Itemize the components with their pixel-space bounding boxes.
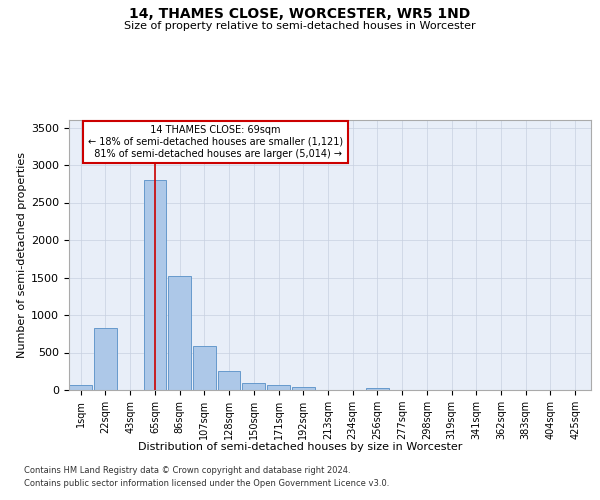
Bar: [242, 382, 265, 390]
Text: Size of property relative to semi-detached houses in Worcester: Size of property relative to semi-detach…: [124, 21, 476, 31]
Text: 14, THAMES CLOSE, WORCESTER, WR5 1ND: 14, THAMES CLOSE, WORCESTER, WR5 1ND: [130, 8, 470, 22]
Bar: [168, 276, 191, 390]
Text: 14 THAMES CLOSE: 69sqm  
← 18% of semi-detached houses are smaller (1,121)
  81%: 14 THAMES CLOSE: 69sqm ← 18% of semi-det…: [88, 126, 343, 158]
Bar: [143, 180, 166, 390]
Text: Distribution of semi-detached houses by size in Worcester: Distribution of semi-detached houses by …: [138, 442, 462, 452]
Text: Contains HM Land Registry data © Crown copyright and database right 2024.: Contains HM Land Registry data © Crown c…: [24, 466, 350, 475]
Bar: [70, 385, 92, 390]
Text: Contains public sector information licensed under the Open Government Licence v3: Contains public sector information licen…: [24, 479, 389, 488]
Bar: [366, 388, 389, 390]
Y-axis label: Number of semi-detached properties: Number of semi-detached properties: [17, 152, 27, 358]
Bar: [94, 328, 117, 390]
Bar: [292, 387, 314, 390]
Bar: [193, 346, 216, 390]
Bar: [267, 385, 290, 390]
Bar: [218, 371, 241, 390]
